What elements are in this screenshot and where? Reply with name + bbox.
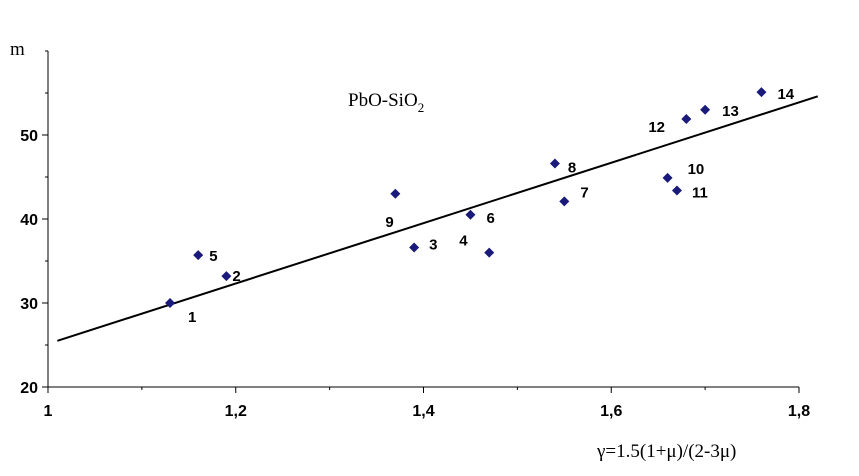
y-tick-label: 20 [20,380,38,397]
data-point-13 [700,104,711,115]
chart-annotation: PbO-SiO2 [348,90,424,115]
annotation-subscript: 2 [418,100,425,115]
data-point-5 [193,250,204,261]
x-tick-label: 1,8 [788,403,810,420]
data-point-7 [559,196,570,207]
point-label-10: 10 [688,161,705,178]
annotation-main: PbO-SiO [348,90,418,111]
point-label-5: 5 [209,248,217,265]
point-label-12: 12 [648,119,665,136]
y-tick-label: 40 [20,212,38,229]
data-point-10 [662,172,673,183]
data-point-3 [409,242,420,253]
x-tick-label: 1,2 [225,403,247,420]
data-point-6 [465,209,476,220]
data-point-4 [484,247,495,258]
x-axis-label: γ=1.5(1+μ)/(2-3μ) [596,441,736,462]
point-label-11: 11 [692,184,708,201]
y-tick-label: 30 [20,296,38,313]
trendline [57,95,819,342]
data-point-1 [165,298,176,308]
point-label-8: 8 [568,160,576,177]
data-point-9 [390,188,401,199]
point-label-9: 9 [385,214,393,231]
x-tick-label: 1,4 [412,403,434,420]
point-label-3: 3 [429,237,437,254]
data-point-12 [681,114,692,125]
data-point-14 [756,87,767,98]
data-point-8 [549,158,560,169]
point-label-4: 4 [459,233,468,250]
y-axis-label: m [10,39,25,60]
x-tick-label: 1 [44,403,53,420]
y-tick-label: 50 [20,128,38,145]
points-group [165,87,767,308]
axes: 20 30 40 50 1 1,2 1,4 1,6 1,8 [20,50,810,420]
point-label-13: 13 [722,103,739,120]
data-point-11 [671,185,682,196]
point-label-2: 2 [232,268,240,285]
data-point-2 [221,271,232,282]
point-label-1: 1 [188,309,196,326]
point-label-7: 7 [580,184,588,201]
point-label-6: 6 [486,210,494,227]
trendline-group [57,95,819,342]
x-tick-label: 1,6 [600,403,622,420]
point-label-14: 14 [777,86,794,103]
